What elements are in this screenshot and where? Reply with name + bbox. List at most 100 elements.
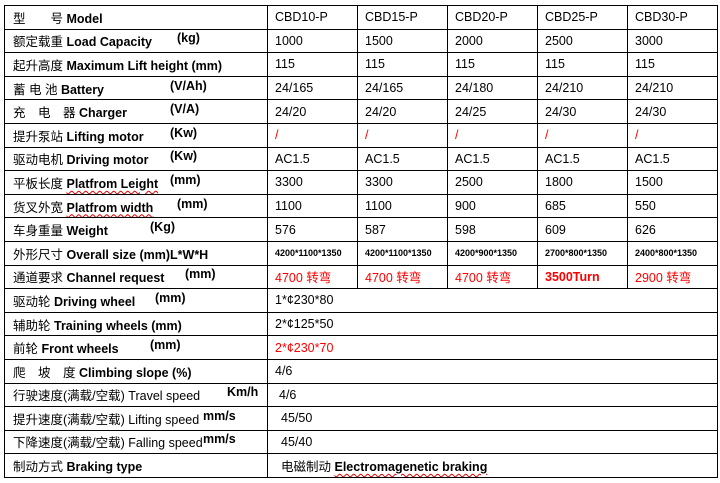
cell-cbd20-p: /	[447, 122, 538, 148]
label-en: Training wheels (mm)	[54, 318, 182, 333]
cell-value: AC1.5	[545, 151, 580, 166]
label-cn: 提升泵站	[13, 129, 64, 144]
row-label: 车身重量 Weight (Kg)	[4, 217, 268, 242]
label-en: Braking type	[66, 460, 143, 475]
cell-value: 3500Turn	[545, 269, 600, 284]
cell-cbd25-p: 685	[537, 193, 628, 219]
table-row: 行驶速度(满载/空载) Travel speed Km/h 4/6	[4, 382, 718, 408]
cell-cbd20-p: 598	[447, 217, 538, 242]
label-cn: 平板长度	[13, 176, 64, 191]
row-label: 通道要求 Channel request (mm)	[4, 264, 268, 290]
label-en: Battery	[60, 82, 105, 97]
cell-value: 24/165	[275, 81, 314, 96]
cell-cbd20-p: 24/180	[447, 75, 538, 101]
row-label: 辅助轮 Training wheels (mm)	[4, 311, 268, 337]
row-label: 平板长度 Platfrom Leight (mm)	[4, 170, 268, 195]
cell-cbd25-p: CBD25-P	[537, 5, 628, 30]
cell-cbd30-p: 626	[627, 217, 718, 242]
cell-cbd15-p: 24/20	[357, 99, 448, 124]
cell-value: 598	[455, 222, 476, 237]
label-unit: (Kw)	[170, 125, 198, 140]
cell-value: /	[635, 128, 639, 143]
cell-value: 2400*800*1350	[635, 248, 698, 259]
cell-cbd30-p: 550	[627, 193, 718, 219]
label-cn: 提升速度(满载/空载)	[13, 412, 125, 427]
cell-cbd20-p: AC1.5	[447, 146, 538, 172]
cell-value: 685	[545, 199, 566, 214]
cell-value: 24/20	[275, 104, 307, 119]
cell-all-models: 2*¢125*50	[267, 311, 718, 337]
cell-cbd25-p: 609	[537, 217, 628, 242]
row-label: 提升速度(满载/空载) Lifting speed mm/s	[4, 406, 268, 431]
cell-value: 2900 转弯	[635, 271, 692, 286]
label-en: Driving wheel	[54, 294, 136, 309]
cell-value-en: Electromagenetic braking	[334, 460, 488, 475]
cell-cbd30-p: 115	[627, 52, 718, 77]
cell-value: 4200*1100*1350	[365, 248, 432, 259]
table-row: 平板长度 Platfrom Leight (mm) 3300 3300 2500 1800…	[4, 170, 718, 195]
row-label: 额定载重 Load Capacity (kg)	[4, 28, 268, 54]
cell-cbd30-p: AC1.5	[627, 146, 718, 172]
label-en: Charger	[79, 106, 127, 121]
cell-cbd10-p: AC1.5	[267, 146, 358, 172]
cell-cbd20-p: 2000	[447, 28, 538, 54]
label-unit: (V/Ah)	[170, 78, 207, 93]
cell-cbd30-p: 2900 转弯	[627, 264, 718, 290]
cell-value: 900	[455, 199, 476, 214]
cell-cbd25-p: 115	[537, 52, 628, 77]
cell-cbd20-p: 2500	[447, 170, 538, 195]
label-en: Weight	[66, 224, 108, 239]
table-row: 蓄 电 池 Battery (V/Ah) 24/165 24/165 24/180 24/…	[4, 75, 718, 101]
label-en: Travel speed	[128, 389, 201, 404]
cell-value: 1*¢230*80	[275, 293, 334, 308]
label-cn: 行驶速度(满载/空载)	[13, 389, 125, 404]
cell-cbd25-p: 1800	[537, 170, 628, 195]
label-cn: 型 号	[13, 11, 64, 26]
cell-value: 1000	[275, 33, 303, 48]
table-row: 下降速度(满载/空载) Falling speed mm/s 45/40	[4, 429, 718, 455]
cell-value: 4700 转弯	[275, 271, 332, 286]
table-row: 车身重量 Weight (Kg) 576 587 598 609 626	[4, 217, 718, 242]
row-label: 提升泵站 Lifting motor (Kw)	[4, 122, 268, 148]
label-cn: 通道要求	[13, 271, 64, 286]
label-en: Channel request	[66, 271, 165, 286]
label-cn: 蓄 电 池	[13, 82, 58, 97]
row-label: 货叉外宽 Platfrom width (mm)	[4, 193, 268, 219]
cell-value: 24/210	[545, 81, 584, 96]
cell-value: 45/50	[281, 411, 313, 426]
row-label: 驱动电机 Driving motor (Kw)	[4, 146, 268, 172]
row-label: 蓄 电 池 Battery (V/Ah)	[4, 75, 268, 101]
cell-cbd25-p: /	[537, 122, 628, 148]
cell-value: 2000	[455, 33, 483, 48]
cell-value: 550	[635, 199, 656, 214]
cell-value: AC1.5	[275, 151, 310, 166]
row-label: 爬 坡 度 Climbing slope (%)	[4, 358, 268, 384]
cell-cbd30-p: 2400*800*1350	[627, 240, 718, 266]
label-unit: (mm)	[170, 172, 201, 187]
label-cn: 制动方式	[13, 460, 64, 475]
cell-cbd25-p: 2500	[537, 28, 628, 54]
cell-value: AC1.5	[635, 151, 670, 166]
cell-cbd10-p: /	[267, 122, 358, 148]
cell-all-models: 2*¢230*70	[267, 335, 718, 360]
table-row: 驱动轮 Driving wheel (mm) 1*¢230*80	[4, 288, 718, 313]
label-unit: (mm)	[185, 267, 216, 282]
cell-cbd30-p: 24/30	[627, 99, 718, 124]
label-unit: (V/A)	[170, 102, 200, 117]
label-unit: (Kw)	[170, 149, 198, 164]
cell-cbd20-p: CBD20-P	[447, 5, 538, 30]
cell-value: AC1.5	[365, 151, 400, 166]
label-en: Driving motor	[66, 153, 149, 168]
cell-value: /	[365, 128, 369, 143]
cell-value: AC1.5	[455, 151, 490, 166]
cell-value: CBD20-P	[455, 10, 508, 25]
cell-cbd15-p: 4200*1100*1350	[357, 240, 448, 266]
table-row: 型 号 Model CBD10-P CBD15-P CBD20-P CBD25-P CBD…	[4, 5, 718, 30]
cell-value: 115	[275, 57, 295, 72]
cell-value: /	[275, 128, 279, 143]
label-cn: 外形尺寸	[13, 247, 64, 262]
cell-value: 115	[455, 57, 475, 72]
cell-cbd10-p: 3300	[267, 170, 358, 195]
table-row: 制动方式 Braking type 电磁制动 Electromagenetic b…	[4, 453, 718, 478]
cell-cbd30-p: 24/210	[627, 75, 718, 101]
